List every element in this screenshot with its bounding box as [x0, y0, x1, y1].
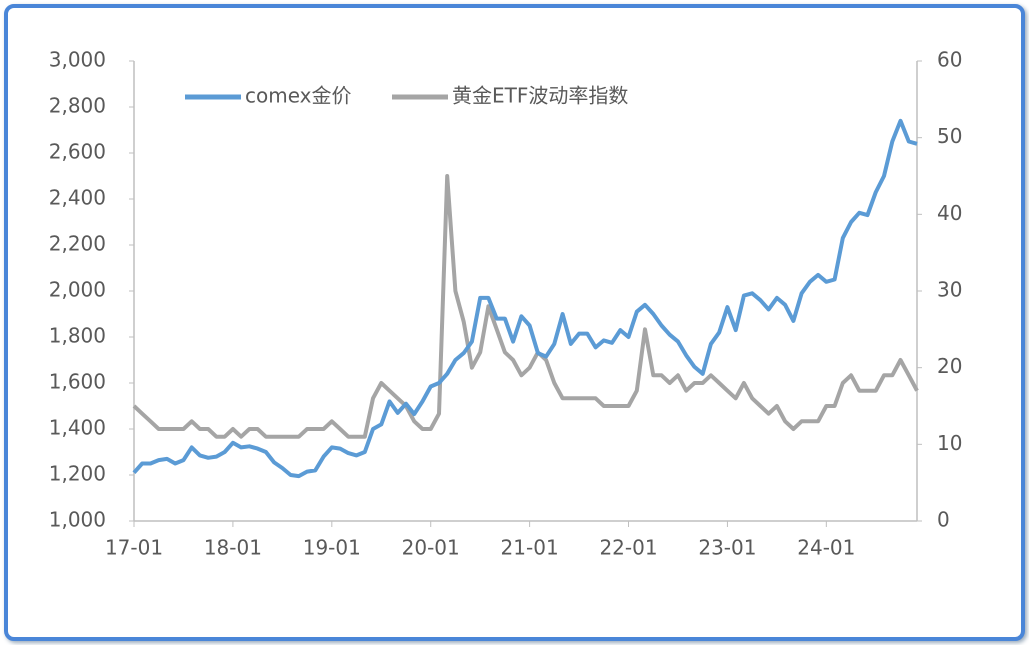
x-tick-label: 24-01 — [797, 536, 855, 560]
y-tick-label: 2,600 — [49, 140, 106, 164]
y-tick-label: 1,600 — [49, 370, 106, 394]
x-tick-label: 22-01 — [599, 536, 657, 560]
x-tick-label: 21-01 — [501, 536, 559, 560]
y2-tick-label: 0 — [937, 508, 950, 532]
y-tick-label: 2,200 — [49, 232, 106, 256]
y-tick-label: 2,000 — [49, 278, 106, 302]
y-tick-label: 1,200 — [49, 462, 106, 486]
x-tick-label: 19-01 — [303, 536, 361, 560]
y2-tick-label: 60 — [937, 48, 962, 72]
y2-tick-label: 50 — [937, 124, 962, 148]
y-tick-label: 3,000 — [49, 48, 106, 72]
y-tick-label: 1,000 — [49, 508, 106, 532]
x-tick-label: 18-01 — [204, 536, 262, 560]
legend-label: 黄金ETF波动率指数 — [452, 84, 628, 108]
chart-frame — [4, 4, 1025, 641]
legend-label: comex金价 — [245, 84, 352, 108]
series-line — [132, 118, 918, 479]
y-tick-label: 2,800 — [49, 94, 106, 118]
y-tick-label: 1,400 — [49, 416, 106, 440]
y2-tick-label: 20 — [937, 354, 962, 378]
y-tick-label: 2,400 — [49, 186, 106, 210]
y2-tick-label: 40 — [937, 201, 962, 225]
y2-tick-label: 10 — [937, 431, 962, 455]
y-tick-label: 1,800 — [49, 324, 106, 348]
x-tick-label: 20-01 — [402, 536, 460, 560]
x-tick-label: 17-01 — [105, 536, 163, 560]
x-tick-label: 23-01 — [698, 536, 756, 560]
y2-tick-label: 30 — [937, 278, 962, 302]
series-line — [132, 174, 919, 439]
